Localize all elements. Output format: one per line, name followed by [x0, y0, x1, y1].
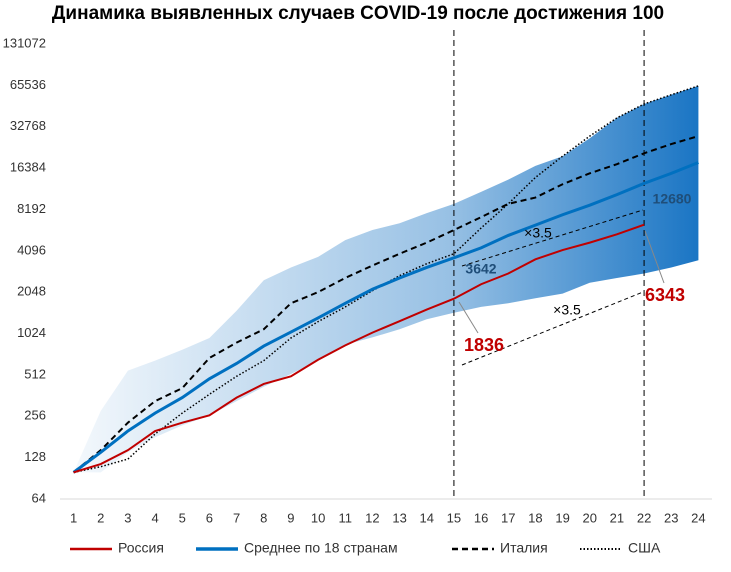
x-tick-label: 17	[501, 510, 515, 525]
x-tick-label: 16	[474, 510, 488, 525]
x-tick-label: 7	[233, 510, 240, 525]
y-tick-label: 8192	[17, 201, 46, 216]
x-tick-label: 2	[97, 510, 104, 525]
annotation: ×3.5	[553, 302, 581, 318]
x-tick-label: 23	[664, 510, 678, 525]
x-tick-label: 19	[555, 510, 569, 525]
x-tick-label: 14	[420, 510, 434, 525]
legend-label: Среднее по 18 странам	[244, 540, 398, 556]
x-tick-label: 11	[339, 510, 353, 525]
x-tick-label: 12	[365, 510, 379, 525]
annotation: 12680	[653, 191, 692, 207]
legend-label: США	[628, 540, 661, 556]
chart-title: Динамика выявленных случаев COVID-19 пос…	[52, 3, 664, 24]
annotation: 3642	[465, 261, 496, 277]
annotation: ×3.5	[524, 225, 552, 241]
y-tick-label: 65536	[10, 77, 46, 92]
ratio-line	[461, 291, 644, 366]
x-tick-label: 22	[637, 510, 651, 525]
x-tick-label: 10	[311, 510, 325, 525]
series-line	[73, 223, 645, 474]
annotation: 6343	[645, 285, 685, 305]
x-tick-label: 13	[392, 510, 406, 525]
legend-label: Италия	[500, 540, 548, 556]
x-tick-label: 6	[206, 510, 213, 525]
y-tick-label: 64	[32, 490, 46, 505]
y-tick-label: 131072	[3, 35, 46, 50]
x-tick-label: 3	[124, 510, 131, 525]
y-tick-label: 16384	[10, 160, 46, 175]
y-tick-label: 128	[24, 449, 46, 464]
ratio-line	[461, 209, 644, 267]
y-tick-label: 256	[24, 408, 46, 423]
series-line	[72, 135, 699, 474]
y-tick-label: 1024	[17, 325, 46, 340]
x-tick-label: 21	[610, 510, 624, 525]
y-tick-label: 512	[24, 366, 46, 381]
annotation: 1836	[464, 335, 504, 355]
y-tick-label: 4096	[17, 242, 46, 257]
x-tick-label: 24	[691, 510, 705, 525]
x-tick-label: 4	[151, 510, 158, 525]
x-tick-label: 5	[179, 510, 186, 525]
leader-line	[458, 301, 479, 334]
legend-label: Россия	[118, 540, 164, 556]
x-tick-label: 8	[260, 510, 267, 525]
y-tick-label: 32768	[10, 118, 46, 133]
x-tick-label: 15	[447, 510, 461, 525]
x-tick-label: 1	[70, 510, 77, 525]
x-tick-label: 20	[583, 510, 597, 525]
range-band	[73, 85, 699, 473]
x-tick-label: 18	[528, 510, 542, 525]
x-tick-label: 9	[287, 510, 294, 525]
series-line	[72, 161, 699, 474]
y-tick-label: 2048	[17, 284, 46, 299]
leader-line	[644, 230, 665, 284]
